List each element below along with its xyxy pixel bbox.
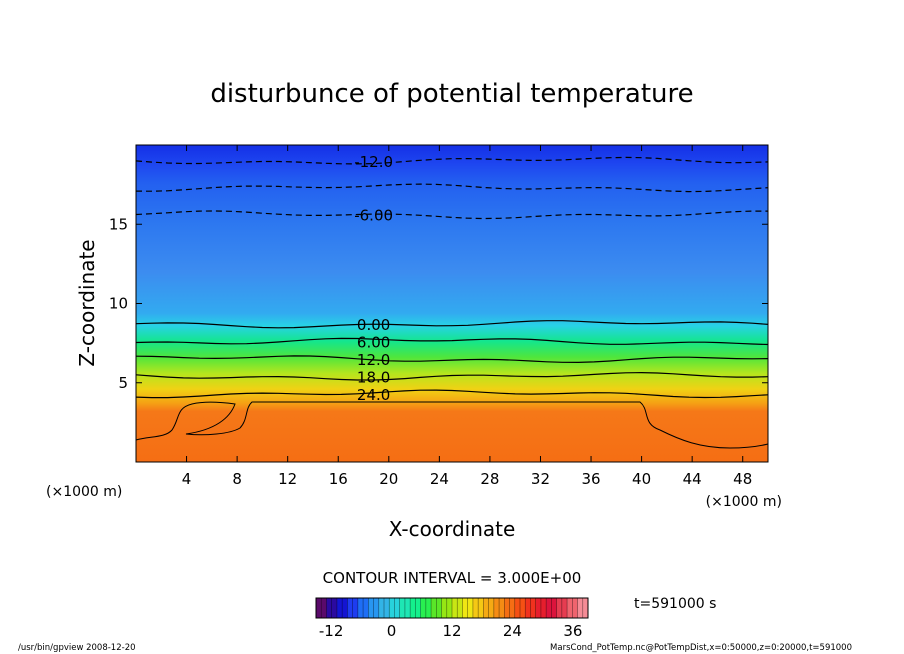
x-tick-label: 16	[329, 470, 348, 488]
contour-label: 12.0	[357, 351, 390, 369]
surface-contour-line	[135, 401, 769, 449]
x-tick-label: 4	[182, 470, 192, 488]
x-tick-label: 44	[683, 470, 702, 488]
x-tick-label: 36	[581, 470, 600, 488]
y-axis-label: Z-coordinate	[75, 239, 99, 366]
colorbar-tick-label: 0	[387, 622, 397, 640]
contour-line	[135, 210, 768, 220]
contour-interval-text: CONTOUR INTERVAL = 3.000E+00	[323, 569, 582, 587]
contour-line	[135, 371, 769, 381]
y-tick-label: 15	[109, 215, 128, 233]
x-tick-label: 20	[379, 470, 398, 488]
contour-label: -12.0	[354, 153, 393, 171]
time-text: t=591000 s	[634, 596, 716, 612]
x-tick-label: 8	[232, 470, 242, 488]
y-tick-label: 5	[118, 374, 128, 392]
contour-label: 0.00	[357, 316, 390, 334]
contour-label: 6.00	[357, 334, 390, 352]
contour-label: -6.00	[354, 207, 393, 225]
contour-line	[135, 337, 769, 346]
footer-left: /usr/bin/gpview 2008-12-20	[18, 643, 136, 653]
x-unit-left: (×1000 m)	[46, 484, 122, 500]
x-tick-label: 28	[480, 470, 499, 488]
colorbar: -12 0 12 24 36	[315, 597, 589, 640]
colorbar-tick-label: -12	[319, 622, 344, 640]
colorbar-tick-label: 24	[503, 622, 522, 640]
contour-line	[135, 183, 769, 193]
contour-line	[135, 355, 769, 364]
x-axis-label: X-coordinate	[389, 517, 516, 541]
field-background	[136, 145, 768, 462]
x-tick-label: 32	[531, 470, 550, 488]
colorbar-tick-label: 12	[442, 622, 461, 640]
chart-title: disturbunce of potential temperature	[210, 79, 693, 109]
footer-right: MarsCond_PotTemp.nc@PotTempDist,x=0:5000…	[550, 643, 852, 653]
x-tick-label: 40	[632, 470, 651, 488]
contour-line	[135, 320, 769, 329]
colorbar-frame	[315, 597, 589, 619]
contour-label: 18.0	[357, 368, 390, 386]
colorbar-tick-label: 36	[563, 622, 582, 640]
contour-label: 24.0	[357, 386, 390, 404]
x-tick-label: 24	[430, 470, 449, 488]
contour-line	[135, 389, 769, 399]
y-tick-label: 10	[109, 295, 128, 313]
contour-line	[135, 156, 769, 165]
x-tick-label: 12	[278, 470, 297, 488]
x-tick-label: 48	[733, 470, 752, 488]
x-unit-right: (×1000 m)	[706, 494, 782, 510]
